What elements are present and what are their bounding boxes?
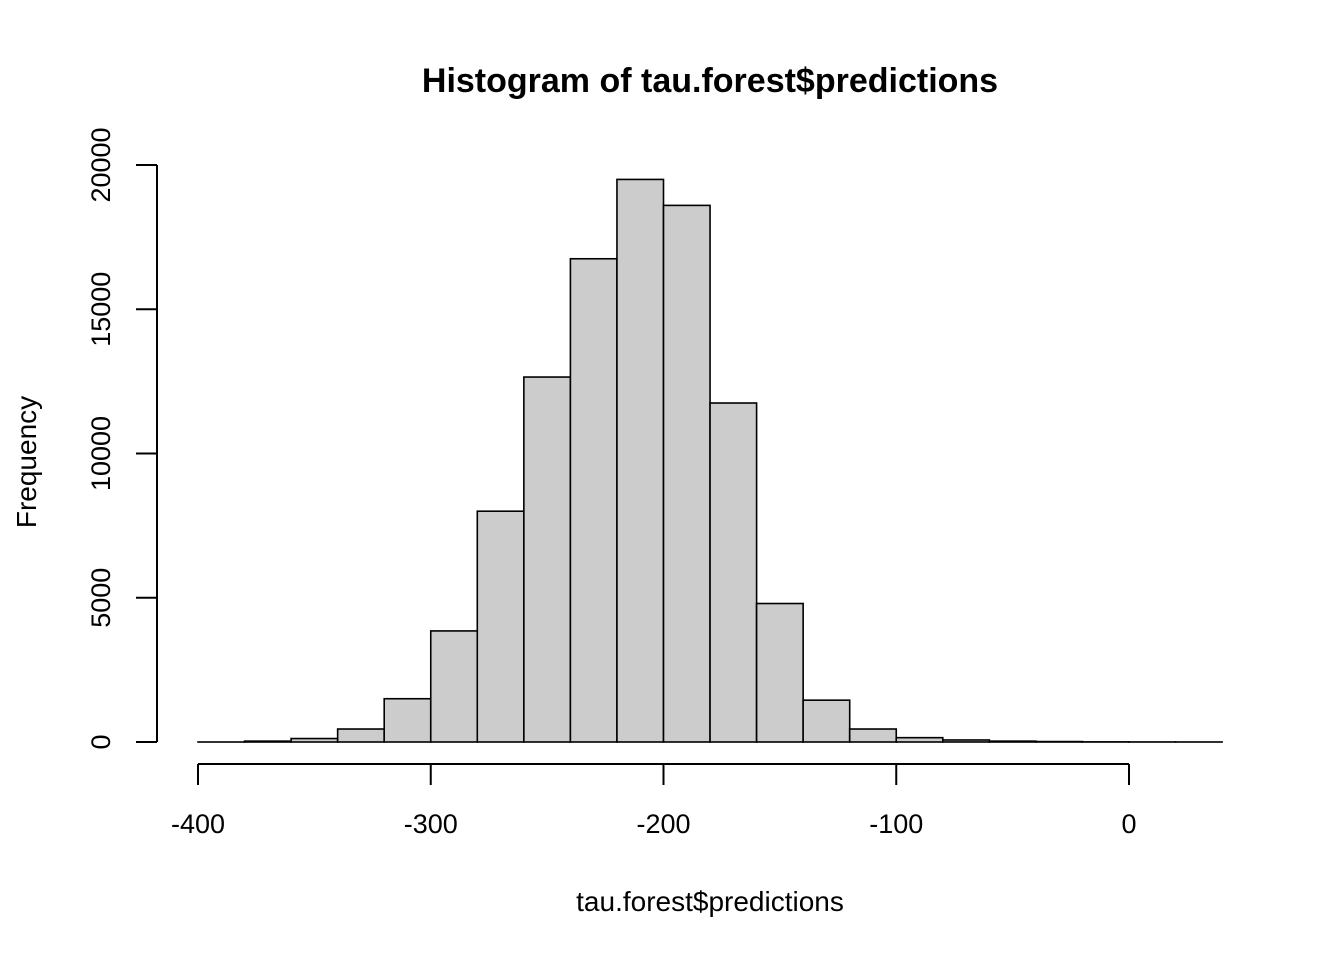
histogram-bar-17: [988, 740, 1037, 743]
histogram-bar-2: [290, 737, 339, 743]
histogram-bar-14: [848, 728, 898, 743]
y-axis-label: Frequency: [11, 396, 42, 528]
histogram-bar-4: [383, 697, 432, 743]
histogram-bar-10: [662, 204, 711, 743]
histogram-bar-8: [569, 257, 618, 743]
y-tick-label-1: 5000: [86, 568, 116, 628]
histogram-bar-12: [755, 602, 804, 743]
histogram-bar-3: [336, 728, 385, 743]
x-axis: -400 -300 -200 -100 0: [171, 763, 1137, 839]
x-tick-label-4: 0: [1121, 809, 1136, 839]
histogram-bar-13: [802, 699, 851, 743]
histogram-bar-1: [243, 740, 292, 743]
histogram-bar-15: [895, 736, 944, 743]
x-tick-label-3: -100: [869, 809, 923, 839]
y-tick-label-2: 10000: [86, 416, 116, 491]
histogram-bar-16: [941, 739, 991, 743]
x-tick-label-2: -200: [636, 809, 690, 839]
histogram-bar-9: [616, 178, 665, 743]
y-tick-label-0: 0: [86, 734, 116, 749]
y-axis: 0 5000 10000 15000 20000: [86, 127, 158, 750]
histogram-bar-6: [476, 510, 525, 743]
histogram-bar-5: [429, 630, 479, 743]
chart-title: Histogram of tau.forest$predictions: [422, 62, 998, 100]
x-axis-label: tau.forest$predictions: [576, 886, 844, 917]
histogram-bar-7: [523, 376, 572, 743]
x-tick-label-0: -400: [171, 809, 225, 839]
y-tick-label-3: 15000: [86, 272, 116, 347]
histogram-bar-11: [709, 402, 758, 743]
histogram-bars: [197, 178, 1223, 743]
x-tick-label-1: -300: [404, 809, 458, 839]
y-tick-label-4: 20000: [86, 127, 116, 202]
